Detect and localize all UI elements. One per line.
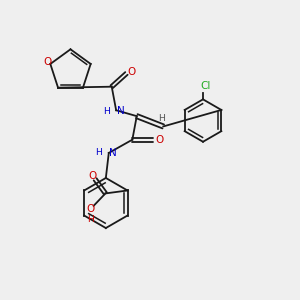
- Text: H: H: [103, 106, 110, 116]
- Text: Cl: Cl: [201, 81, 211, 91]
- Text: H: H: [87, 215, 94, 224]
- Text: O: O: [155, 135, 164, 145]
- Text: O: O: [44, 58, 52, 68]
- Text: O: O: [128, 67, 136, 77]
- Text: H: H: [95, 148, 102, 158]
- Text: O: O: [87, 204, 95, 214]
- Text: N: N: [110, 148, 117, 158]
- Text: N: N: [117, 106, 124, 116]
- Text: H: H: [158, 114, 165, 123]
- Text: O: O: [88, 171, 96, 181]
